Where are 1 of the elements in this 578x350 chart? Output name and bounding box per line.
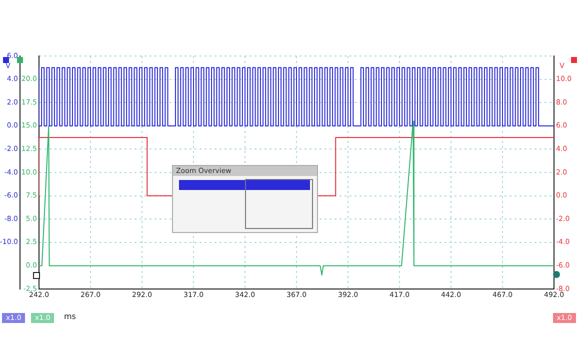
x-axis-title: ms bbox=[64, 312, 76, 321]
